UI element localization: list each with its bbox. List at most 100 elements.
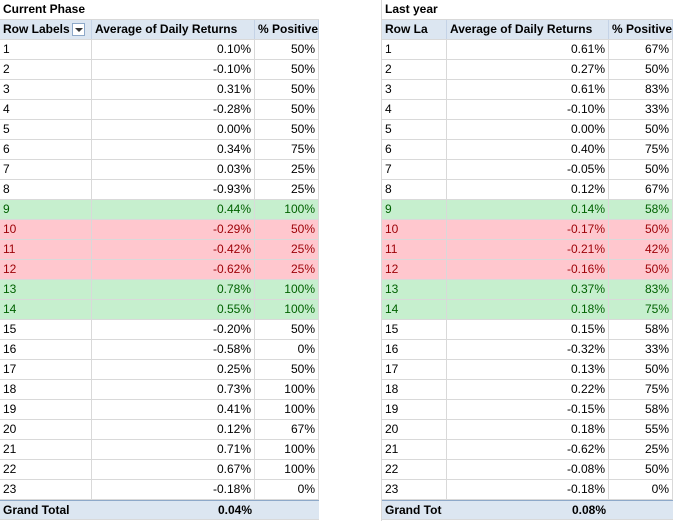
row-label-cell[interactable]: 13 bbox=[382, 280, 447, 299]
avg-return-cell[interactable]: -0.08% bbox=[447, 460, 609, 479]
row-label-cell[interactable]: 20 bbox=[382, 420, 447, 439]
avg-return-cell[interactable]: 0.18% bbox=[447, 300, 609, 319]
pct-positive-cell[interactable]: 55% bbox=[609, 420, 673, 439]
grand-total-label[interactable]: Grand Total bbox=[3, 503, 70, 517]
avg-daily-returns-header[interactable]: Average of Daily Returns bbox=[92, 20, 255, 39]
avg-return-cell[interactable]: -0.42% bbox=[92, 240, 255, 259]
avg-return-cell[interactable]: -0.93% bbox=[92, 180, 255, 199]
row-label-cell[interactable]: 8 bbox=[0, 180, 92, 199]
avg-return-cell[interactable]: 0.13% bbox=[447, 360, 609, 379]
pct-positive-cell[interactable]: 58% bbox=[609, 200, 673, 219]
avg-return-cell[interactable]: 0.14% bbox=[447, 200, 609, 219]
pct-positive-cell[interactable]: 0% bbox=[255, 480, 319, 499]
pct-positive-cell[interactable]: 100% bbox=[255, 460, 319, 479]
pct-positive-cell[interactable]: 67% bbox=[255, 420, 319, 439]
avg-return-cell[interactable]: 0.67% bbox=[92, 460, 255, 479]
pct-positive-cell[interactable]: 50% bbox=[255, 40, 319, 59]
pct-positive-cell[interactable]: 100% bbox=[255, 380, 319, 399]
pct-positive-header[interactable]: % Positive bbox=[255, 20, 319, 39]
avg-return-cell[interactable]: -0.28% bbox=[92, 100, 255, 119]
row-label-cell[interactable]: 17 bbox=[0, 360, 92, 379]
pct-positive-cell[interactable]: 33% bbox=[609, 340, 673, 359]
pct-positive-cell[interactable]: 50% bbox=[255, 320, 319, 339]
row-label-cell[interactable]: 23 bbox=[382, 480, 447, 499]
pct-positive-cell[interactable]: 75% bbox=[609, 380, 673, 399]
pct-positive-cell[interactable]: 50% bbox=[255, 120, 319, 139]
row-label-cell[interactable]: 15 bbox=[0, 320, 92, 339]
row-label-cell[interactable]: 19 bbox=[382, 400, 447, 419]
pct-positive-cell[interactable]: 0% bbox=[255, 340, 319, 359]
pct-positive-cell[interactable]: 50% bbox=[609, 260, 673, 279]
row-label-cell[interactable]: 13 bbox=[0, 280, 92, 299]
row-label-cell[interactable]: 6 bbox=[0, 140, 92, 159]
pct-positive-cell[interactable]: 67% bbox=[609, 180, 673, 199]
avg-return-cell[interactable]: 0.00% bbox=[447, 120, 609, 139]
pct-positive-cell[interactable]: 50% bbox=[609, 120, 673, 139]
pct-positive-cell[interactable]: 75% bbox=[609, 140, 673, 159]
avg-return-cell[interactable]: -0.21% bbox=[447, 240, 609, 259]
row-label-cell[interactable]: 17 bbox=[382, 360, 447, 379]
pct-positive-cell[interactable]: 100% bbox=[255, 400, 319, 419]
pct-positive-cell[interactable]: 0% bbox=[609, 480, 673, 499]
avg-return-cell[interactable]: 0.34% bbox=[92, 140, 255, 159]
row-label-cell[interactable]: 9 bbox=[0, 200, 92, 219]
avg-return-cell[interactable]: 0.44% bbox=[92, 200, 255, 219]
pct-positive-cell[interactable]: 50% bbox=[255, 220, 319, 239]
avg-return-cell[interactable]: -0.58% bbox=[92, 340, 255, 359]
avg-return-cell[interactable]: -0.16% bbox=[447, 260, 609, 279]
pct-positive-cell[interactable]: 50% bbox=[609, 360, 673, 379]
pct-positive-cell[interactable]: 50% bbox=[609, 220, 673, 239]
pct-positive-cell[interactable]: 25% bbox=[255, 160, 319, 179]
avg-return-cell[interactable]: 0.78% bbox=[92, 280, 255, 299]
row-label-cell[interactable]: 9 bbox=[382, 200, 447, 219]
avg-return-cell[interactable]: 0.40% bbox=[447, 140, 609, 159]
avg-return-cell[interactable]: 0.61% bbox=[447, 40, 609, 59]
pct-positive-cell[interactable]: 58% bbox=[609, 320, 673, 339]
row-label-cell[interactable]: 6 bbox=[382, 140, 447, 159]
avg-daily-returns-header[interactable]: Average of Daily Returns bbox=[447, 20, 609, 39]
pct-positive-cell[interactable]: 50% bbox=[609, 460, 673, 479]
row-label-cell[interactable]: 11 bbox=[382, 240, 447, 259]
avg-return-cell[interactable]: -0.17% bbox=[447, 220, 609, 239]
pct-positive-cell[interactable]: 50% bbox=[255, 360, 319, 379]
pct-positive-cell[interactable]: 83% bbox=[609, 280, 673, 299]
row-label-cell[interactable]: 5 bbox=[0, 120, 92, 139]
pct-positive-cell[interactable]: 50% bbox=[255, 60, 319, 79]
pct-positive-cell[interactable]: 50% bbox=[609, 160, 673, 179]
avg-return-cell[interactable]: 0.73% bbox=[92, 380, 255, 399]
avg-return-cell[interactable]: 0.12% bbox=[447, 180, 609, 199]
avg-return-cell[interactable]: 0.71% bbox=[92, 440, 255, 459]
avg-return-cell[interactable]: 0.61% bbox=[447, 80, 609, 99]
row-label-cell[interactable]: 15 bbox=[382, 320, 447, 339]
grand-total-pct[interactable] bbox=[609, 501, 673, 519]
row-label-cell[interactable]: 2 bbox=[382, 60, 447, 79]
row-label-cell[interactable]: 4 bbox=[0, 100, 92, 119]
row-label-cell[interactable]: 16 bbox=[0, 340, 92, 359]
avg-return-cell[interactable]: -0.05% bbox=[447, 160, 609, 179]
avg-return-cell[interactable]: 0.25% bbox=[92, 360, 255, 379]
row-label-cell[interactable]: 20 bbox=[0, 420, 92, 439]
avg-return-cell[interactable]: 0.00% bbox=[92, 120, 255, 139]
avg-return-cell[interactable]: -0.20% bbox=[92, 320, 255, 339]
row-label-cell[interactable]: 21 bbox=[382, 440, 447, 459]
pct-positive-cell[interactable]: 25% bbox=[255, 180, 319, 199]
row-label-cell[interactable]: 4 bbox=[382, 100, 447, 119]
row-labels-header[interactable]: Row La bbox=[382, 20, 447, 39]
pct-positive-cell[interactable]: 67% bbox=[609, 40, 673, 59]
pct-positive-cell[interactable]: 25% bbox=[609, 440, 673, 459]
pct-positive-cell[interactable]: 50% bbox=[609, 60, 673, 79]
avg-return-cell[interactable]: 0.12% bbox=[92, 420, 255, 439]
pct-positive-cell[interactable]: 75% bbox=[609, 300, 673, 319]
avg-return-cell[interactable]: 0.27% bbox=[447, 60, 609, 79]
row-label-cell[interactable]: 10 bbox=[382, 220, 447, 239]
row-label-cell[interactable]: 2 bbox=[0, 60, 92, 79]
avg-return-cell[interactable]: -0.62% bbox=[92, 260, 255, 279]
row-label-cell[interactable]: 7 bbox=[382, 160, 447, 179]
avg-return-cell[interactable]: -0.15% bbox=[447, 400, 609, 419]
avg-return-cell[interactable]: -0.62% bbox=[447, 440, 609, 459]
pct-positive-cell[interactable]: 42% bbox=[609, 240, 673, 259]
avg-return-cell[interactable]: -0.10% bbox=[92, 60, 255, 79]
row-label-cell[interactable]: 1 bbox=[382, 40, 447, 59]
row-label-cell[interactable]: 5 bbox=[382, 120, 447, 139]
pct-positive-cell[interactable]: 50% bbox=[255, 80, 319, 99]
